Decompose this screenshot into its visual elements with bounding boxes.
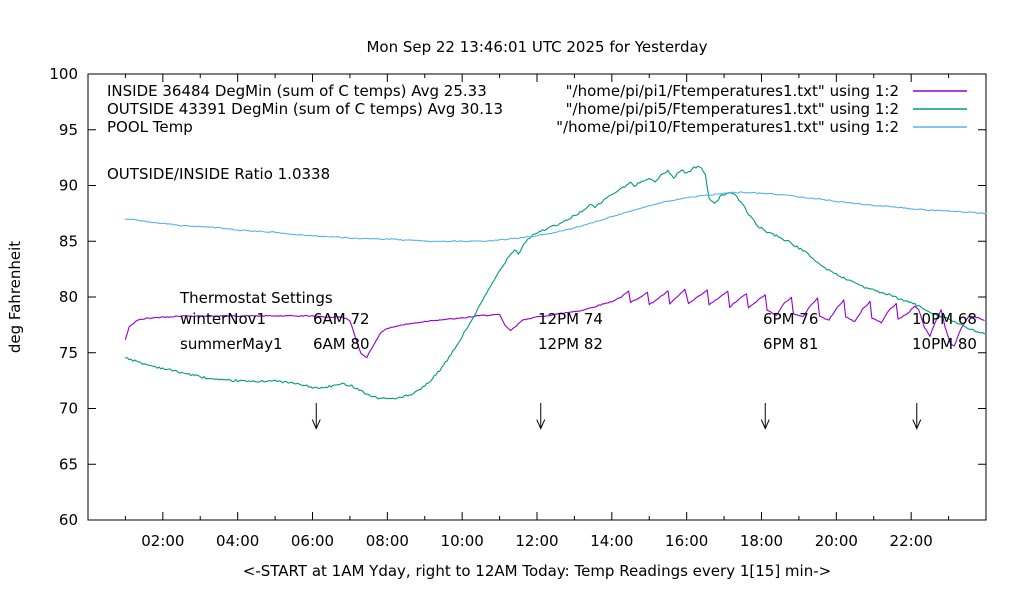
legend: INSIDE 36484 DegMin (sum of C temps) Avg… [107, 82, 967, 136]
thermostat-setting: 6PM 76 [763, 310, 818, 328]
y-tick-label: 85 [59, 232, 78, 250]
x-tick-label: 06:00 [291, 532, 334, 550]
thermostat-setting: 12PM 74 [538, 310, 603, 328]
y-tick-label: 95 [59, 121, 78, 139]
thermostat-setting: 6PM 81 [763, 335, 818, 353]
y-axis-label: deg Fahrenheit [6, 241, 24, 353]
thermostat-arrows [311, 402, 922, 430]
x-tick-label: 20:00 [815, 532, 858, 550]
x-tick-label: 10:00 [441, 532, 484, 550]
chart-title: Mon Sep 22 13:46:01 UTC 2025 for Yesterd… [366, 38, 707, 56]
legend-label-inside: INSIDE 36484 DegMin (sum of C temps) Avg… [107, 82, 487, 100]
thermostat-arrow-head [760, 419, 770, 430]
y-tick-label: 80 [59, 288, 78, 306]
thermostat-arrow-head [912, 419, 922, 430]
thermostat-setting: 6AM 80 [313, 335, 370, 353]
legend-file-pool: "/home/pi/pi10/Ftemperatures1.txt" using… [556, 118, 899, 136]
series-lines [124, 165, 987, 400]
thermostat-rows: winterNov1 6AM 72 12PM 74 6PM 76 10PM 68 summ… [180, 310, 977, 353]
y-tick-label: 70 [59, 400, 78, 418]
series-line-inside [124, 288, 985, 359]
legend-label-pool: POOL Temp [107, 118, 193, 136]
legend-label-outside: OUTSIDE 43391 DegMin (sum of C temps) Av… [107, 100, 503, 118]
axis-ticks: 02:00 04:00 06:00 08:00 10:00 12:00 14:00 16:00… [49, 65, 986, 550]
thermostat-setting: 10PM 80 [912, 335, 977, 353]
thermostat-heading: Thermostat Settings [179, 289, 333, 307]
thermostat-row-name: summerMay1 [180, 335, 283, 353]
y-tick-label: 100 [49, 65, 78, 83]
thermostat-arrow-head [536, 419, 546, 430]
legend-file-outside: "/home/pi/pi5/Ftemperatures1.txt" using … [566, 100, 899, 118]
x-tick-label: 08:00 [366, 532, 409, 550]
x-tick-label: 02:00 [141, 532, 184, 550]
thermostat-setting: 10PM 68 [912, 310, 977, 328]
ratio-annotation: OUTSIDE/INSIDE Ratio 1.0338 [107, 165, 330, 183]
x-axis-label: <-START at 1AM Yday, right to 12AM Today… [243, 562, 831, 580]
x-tick-label: 18:00 [740, 532, 783, 550]
thermostat-setting: 6AM 72 [313, 310, 370, 328]
x-tick-label: 16:00 [665, 532, 708, 550]
thermostat-arrow-head [311, 419, 321, 430]
y-tick-label: 90 [59, 177, 78, 195]
thermostat-row-name: winterNov1 [180, 310, 266, 328]
series-line-pool [124, 191, 987, 243]
x-tick-label: 04:00 [216, 532, 259, 550]
x-tick-label: 22:00 [890, 532, 933, 550]
y-tick-label: 60 [59, 511, 78, 529]
thermostat-setting: 12PM 82 [538, 335, 603, 353]
series-line-outside [124, 165, 987, 400]
y-tick-label: 75 [59, 344, 78, 362]
x-tick-label: 14:00 [590, 532, 633, 550]
legend-file-inside: "/home/pi/pi1/Ftemperatures1.txt" using … [566, 82, 899, 100]
x-tick-label: 12:00 [515, 532, 558, 550]
y-tick-label: 65 [59, 455, 78, 473]
